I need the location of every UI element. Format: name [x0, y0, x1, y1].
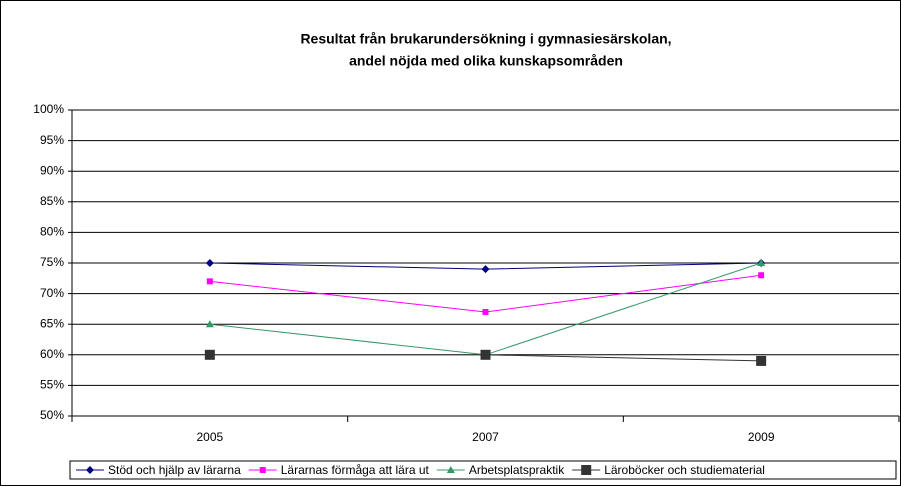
data-point	[480, 349, 491, 360]
data-point	[758, 272, 765, 279]
y-tick-label: 75%	[40, 255, 64, 269]
data-point	[206, 278, 213, 285]
data-point	[482, 308, 489, 315]
legend-label: Läroböcker och studiematerial	[604, 463, 765, 477]
legend-marker	[259, 467, 266, 473]
chart-title: andel nöjda med olika kunskapsområden	[349, 53, 623, 69]
legend-label: Arbetsplatspraktik	[469, 463, 565, 477]
x-tick-label: 2005	[196, 430, 223, 444]
legend-label: Lärarnas förmåga att lära ut	[281, 463, 430, 477]
legend-marker	[86, 466, 94, 474]
data-point	[756, 355, 767, 366]
data-point	[757, 259, 766, 266]
y-tick-label: 100%	[33, 102, 64, 116]
data-point	[204, 349, 215, 360]
y-tick-label: 60%	[40, 347, 64, 361]
legend-box	[69, 460, 897, 480]
x-tick-label: 2007	[472, 430, 499, 444]
y-tick-label: 70%	[40, 286, 64, 300]
chart-title: Resultat från brukarundersökning i gymna…	[300, 31, 671, 47]
data-point	[481, 265, 490, 274]
y-tick-label: 50%	[40, 408, 64, 422]
legend-marker	[581, 465, 592, 475]
y-tick-label: 80%	[40, 225, 64, 239]
x-tick-label: 2009	[748, 430, 775, 444]
y-tick-label: 55%	[40, 378, 64, 392]
legend-marker	[446, 466, 455, 473]
y-tick-label: 90%	[40, 163, 64, 177]
y-tick-label: 65%	[40, 316, 64, 330]
y-tick-label: 95%	[40, 133, 64, 147]
y-tick-label: 85%	[40, 194, 64, 208]
legend-label: Stöd och hjälp av lärarna	[108, 463, 241, 477]
data-point	[205, 259, 214, 267]
data-point	[205, 320, 214, 328]
